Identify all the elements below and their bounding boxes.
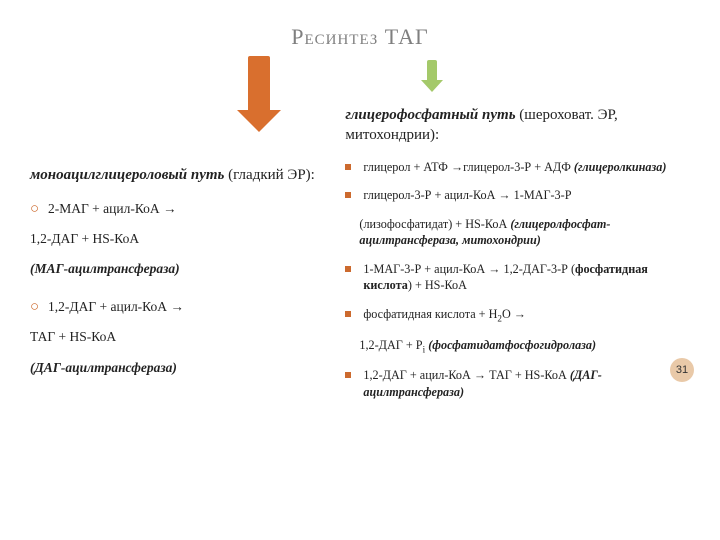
left-step-2-enzyme: (ДАГ-ацилтрансфераза) xyxy=(30,359,325,377)
right-step-3: 1-МАГ-3-Р + ацил-КоА → 1,2-ДАГ-3-Р (фосф… xyxy=(345,261,690,294)
right-step-2: глицерол-3-Р + ацил-КоА → 1-МАГ-3-Р xyxy=(345,187,690,203)
right-step-1: глицерол + АТФ →глицерол-3-Р + АДФ (глиц… xyxy=(345,159,690,175)
right-step-1-text: глицерол + АТФ →глицерол-3-Р + АДФ xyxy=(363,160,574,174)
right-step-4-a: фосфатидная кислота + Н xyxy=(363,307,497,321)
left-step-2-line2: ТАГ + НS-КоА xyxy=(30,328,325,346)
left-step-1-line2: 1,2-ДАГ + НS-КоА xyxy=(30,230,325,248)
right-step-4: фосфатидная кислота + Н2О → xyxy=(345,306,690,325)
circle-bullet-icon: ○ xyxy=(30,298,48,316)
circle-bullet-icon: ○ xyxy=(30,200,48,218)
right-step-3-b: ) + НS-КоА xyxy=(408,278,467,292)
right-step-2-line1: глицерол-3-Р + ацил-КоА → 1-МАГ-3-Р xyxy=(363,187,690,203)
left-column: моноацилглицероловый путь (гладкий ЭР): … xyxy=(30,106,325,412)
right-step-4-enzyme: (фосфатидатфосфогидролаза) xyxy=(428,338,596,352)
left-step-1: ○ 2-МАГ + ацил-КоА → xyxy=(30,200,325,218)
left-path-heading: моноацилглицероловый путь (гладкий ЭР): xyxy=(30,166,325,186)
right-step-5-text: 1,2-ДАГ + ацил-КоА → ТАГ + НS-КоА xyxy=(363,368,569,382)
right-step-5: 1,2-ДАГ + ацил-КоА → ТАГ + НS-КоА (ДАГ-а… xyxy=(345,367,690,400)
right-column: глицерофосфатный путь (шероховат. ЭР, ми… xyxy=(345,106,690,412)
right-step-4-b: О → xyxy=(502,307,526,321)
square-bullet-icon xyxy=(345,306,363,325)
square-bullet-icon xyxy=(345,159,363,175)
left-path-title: моноацилглицероловый путь xyxy=(30,167,224,183)
right-step-2-cont: (лизофосфатидат) + НS-КоА (глицеролфосфа… xyxy=(345,216,690,249)
left-step-2: ○ 1,2-ДАГ + ацил-КоА → xyxy=(30,298,325,316)
right-step-2-line2: (лизофосфатидат) + НS-КоА xyxy=(359,217,510,231)
left-step-1-line1: 2-МАГ + ацил-КоА → xyxy=(48,200,325,218)
square-bullet-icon xyxy=(345,187,363,203)
page-number-badge: 31 xyxy=(670,358,694,382)
right-step-3-a: 1-МАГ-3-Р + ацил-КоА → 1,2-ДАГ-3-Р ( xyxy=(363,262,575,276)
left-step-2-line1: 1,2-ДАГ + ацил-КоА → xyxy=(48,298,325,316)
right-step-4-cont: 1,2-ДАГ + Рі (фосфатидатфосфогидролаза) xyxy=(345,337,690,356)
left-path-subtitle: (гладкий ЭР): xyxy=(224,167,314,183)
slide-title: Ресинтез ТАГ xyxy=(30,24,690,50)
arrows-row xyxy=(30,56,690,136)
square-bullet-icon xyxy=(345,367,363,400)
square-bullet-icon xyxy=(345,261,363,294)
right-step-1-enzyme: (глицеролкиназа) xyxy=(574,160,666,174)
arrow-left xyxy=(237,56,281,136)
arrow-right xyxy=(421,60,443,136)
right-step-4-cont-a: 1,2-ДАГ + Р xyxy=(359,338,422,352)
left-step-1-enzyme: (МАГ-ацилтрансфераза) xyxy=(30,260,325,278)
